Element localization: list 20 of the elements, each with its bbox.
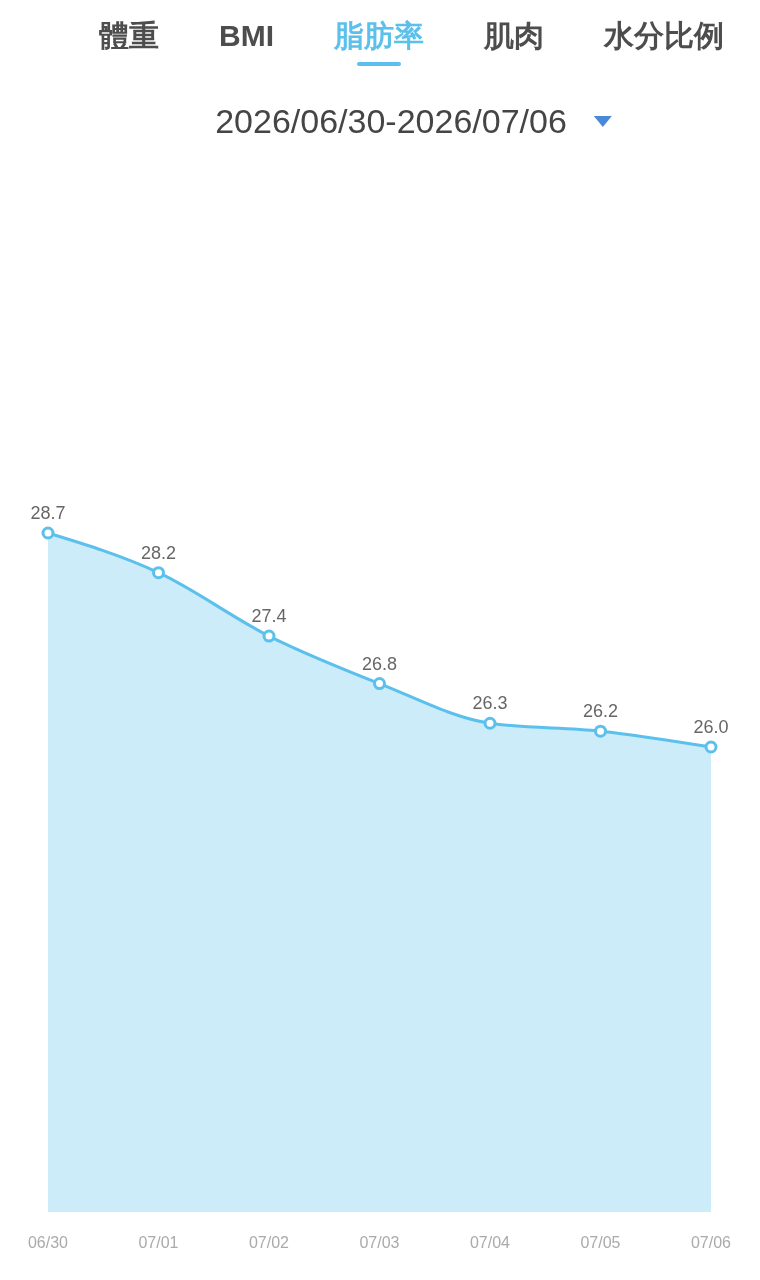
- annotation: 體重: [99, 19, 159, 52]
- x-tick-label: 07/05: [580, 1234, 621, 1251]
- title: 脂肪率: [334, 19, 424, 52]
- x-tick-label: 06/30: [28, 1234, 68, 1251]
- data-label: 28.7: [30, 503, 66, 523]
- annotation: 水分比例: [604, 19, 724, 52]
- subtitle: 2026/06/30-2026/07/06: [215, 102, 567, 140]
- x-tick-label: 07/03: [359, 1234, 400, 1251]
- x-tick-label: 07/01: [138, 1234, 179, 1251]
- x-tick-label: 07/06: [691, 1234, 731, 1251]
- x-tick-label: 07/04: [470, 1234, 510, 1251]
- x-tick-label: 07/02: [249, 1234, 289, 1251]
- data-label: 26.3: [472, 693, 508, 714]
- data-label: 27.4: [251, 606, 287, 627]
- annotation: BMI: [219, 19, 274, 52]
- data-label: 28.2: [141, 542, 176, 563]
- annotation: 肌肉: [484, 19, 544, 52]
- data-label: 26.2: [583, 701, 618, 722]
- data-label: 26.0: [693, 717, 729, 737]
- data-label: 26.8: [362, 653, 397, 674]
